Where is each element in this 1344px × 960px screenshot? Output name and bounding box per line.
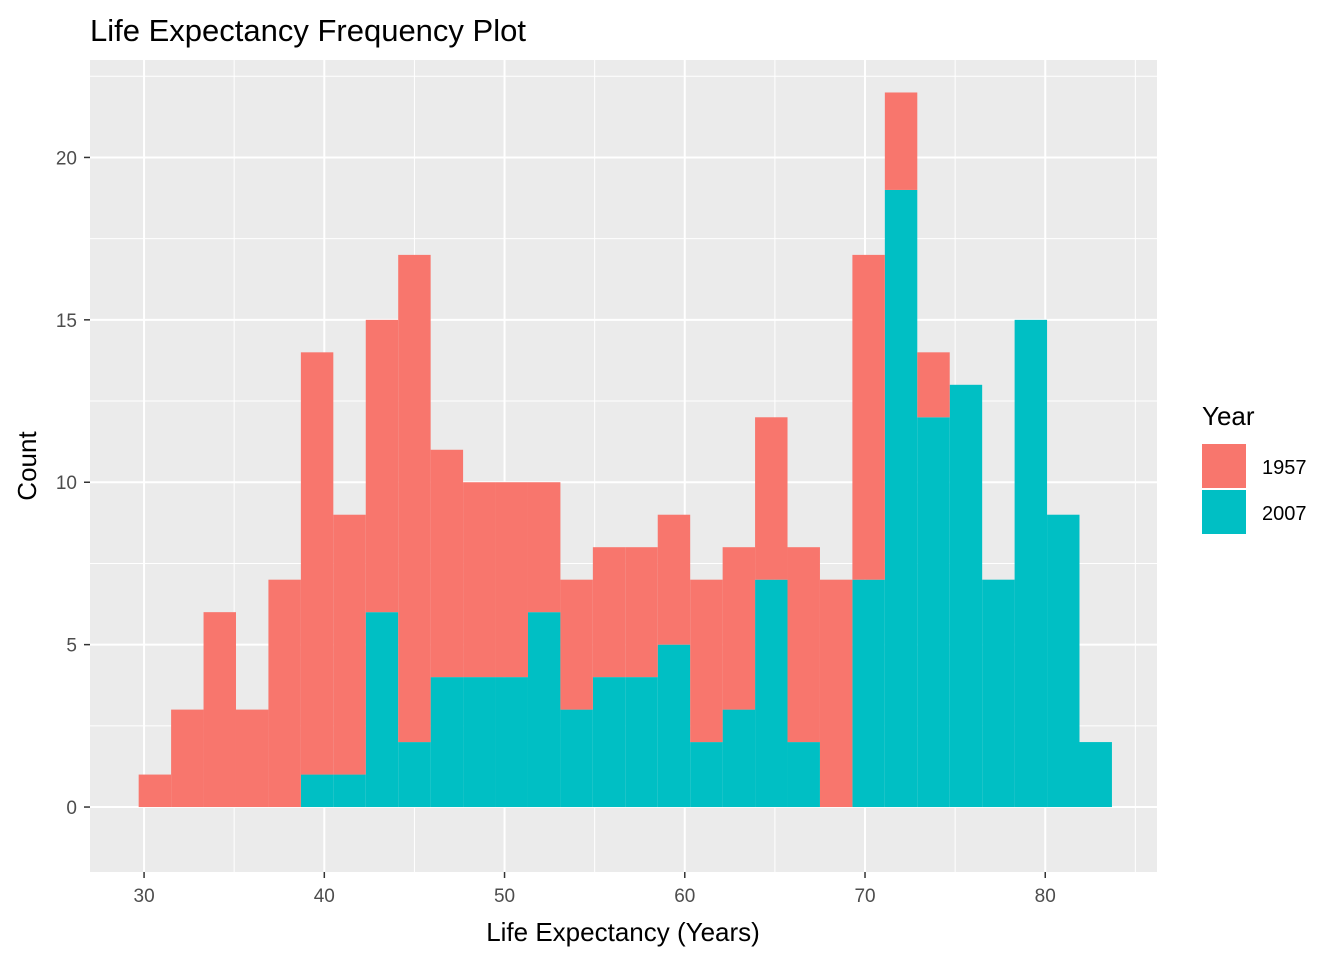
bar-1957: [235, 709, 269, 808]
bar-1957: [657, 514, 691, 645]
bar-2007: [592, 677, 626, 808]
bar-1957: [917, 352, 950, 418]
bar-1957: [592, 547, 626, 678]
bar-1957: [203, 612, 236, 808]
legend-label-2007: 2007: [1262, 503, 1307, 525]
bar-1957: [365, 319, 399, 613]
y-axis-ticks: 0 5 10 15 20: [56, 148, 90, 819]
legend-key-1957: [1202, 444, 1246, 488]
bar-1957: [398, 254, 431, 743]
bar-1957: [884, 92, 918, 190]
bar-2007: [982, 579, 1015, 808]
bar-1957: [755, 417, 788, 580]
bar-2007: [463, 677, 496, 808]
x-tick-label: 80: [1035, 886, 1056, 907]
bar-2007: [690, 742, 723, 808]
bar-2007: [625, 677, 658, 808]
y-tick-label: 20: [56, 148, 77, 169]
bar-2007: [657, 644, 691, 808]
bar-1957: [333, 514, 366, 775]
x-tick-label: 70: [854, 886, 875, 907]
legend-label-1957: 1957: [1262, 457, 1307, 479]
bar-1957: [268, 579, 301, 808]
series-2007-bars: [300, 189, 1112, 808]
bar-1957: [625, 547, 658, 678]
bar-2007: [398, 742, 431, 808]
legend-title: Year: [1202, 401, 1255, 431]
bar-2007: [755, 579, 788, 808]
bar-2007: [1047, 514, 1080, 808]
bar-2007: [333, 774, 366, 808]
bar-1957: [300, 352, 334, 775]
legend: Year 1957 2007: [1202, 401, 1307, 534]
series-1957-bars: [138, 92, 950, 808]
bar-1957: [138, 774, 172, 808]
x-tick-label: 30: [134, 886, 155, 907]
x-tick-label: 50: [494, 886, 515, 907]
bar-1957: [852, 254, 885, 580]
bar-1957: [463, 482, 496, 678]
x-tick-label: 60: [674, 886, 695, 907]
y-axis-title: Count: [12, 431, 42, 501]
bar-2007: [917, 417, 950, 808]
bar-2007: [884, 189, 918, 808]
bar-2007: [722, 709, 756, 808]
bar-2007: [560, 709, 593, 808]
x-axis-ticks: 30 40 50 60 70 80: [134, 872, 1056, 907]
bar-1957: [430, 449, 464, 678]
chart-title: Life Expectancy Frequency Plot: [90, 13, 526, 48]
bar-1957: [690, 579, 723, 743]
y-tick-label: 10: [56, 473, 77, 494]
x-axis-title: Life Expectancy (Years): [486, 917, 760, 947]
legend-key-2007: [1202, 490, 1246, 534]
bar-2007: [1079, 742, 1112, 808]
bar-2007: [365, 612, 399, 808]
bar-1957: [722, 547, 756, 710]
y-tick-label: 15: [56, 311, 77, 332]
bar-2007: [495, 677, 528, 808]
bar-1957: [560, 579, 593, 710]
x-tick-label: 40: [314, 886, 335, 907]
bar-2007: [300, 774, 334, 808]
bar-2007: [1014, 319, 1048, 808]
bar-2007: [949, 384, 983, 808]
bar-2007: [430, 677, 464, 808]
bar-1957: [495, 482, 528, 678]
bar-2007: [787, 742, 820, 808]
bar-1957: [527, 482, 561, 613]
y-tick-label: 5: [66, 636, 77, 657]
bar-1957: [819, 579, 853, 808]
bar-1957: [171, 709, 204, 808]
bar-2007: [852, 579, 885, 808]
bar-1957: [787, 547, 820, 743]
y-tick-label: 0: [66, 798, 77, 819]
bar-2007: [527, 612, 561, 808]
